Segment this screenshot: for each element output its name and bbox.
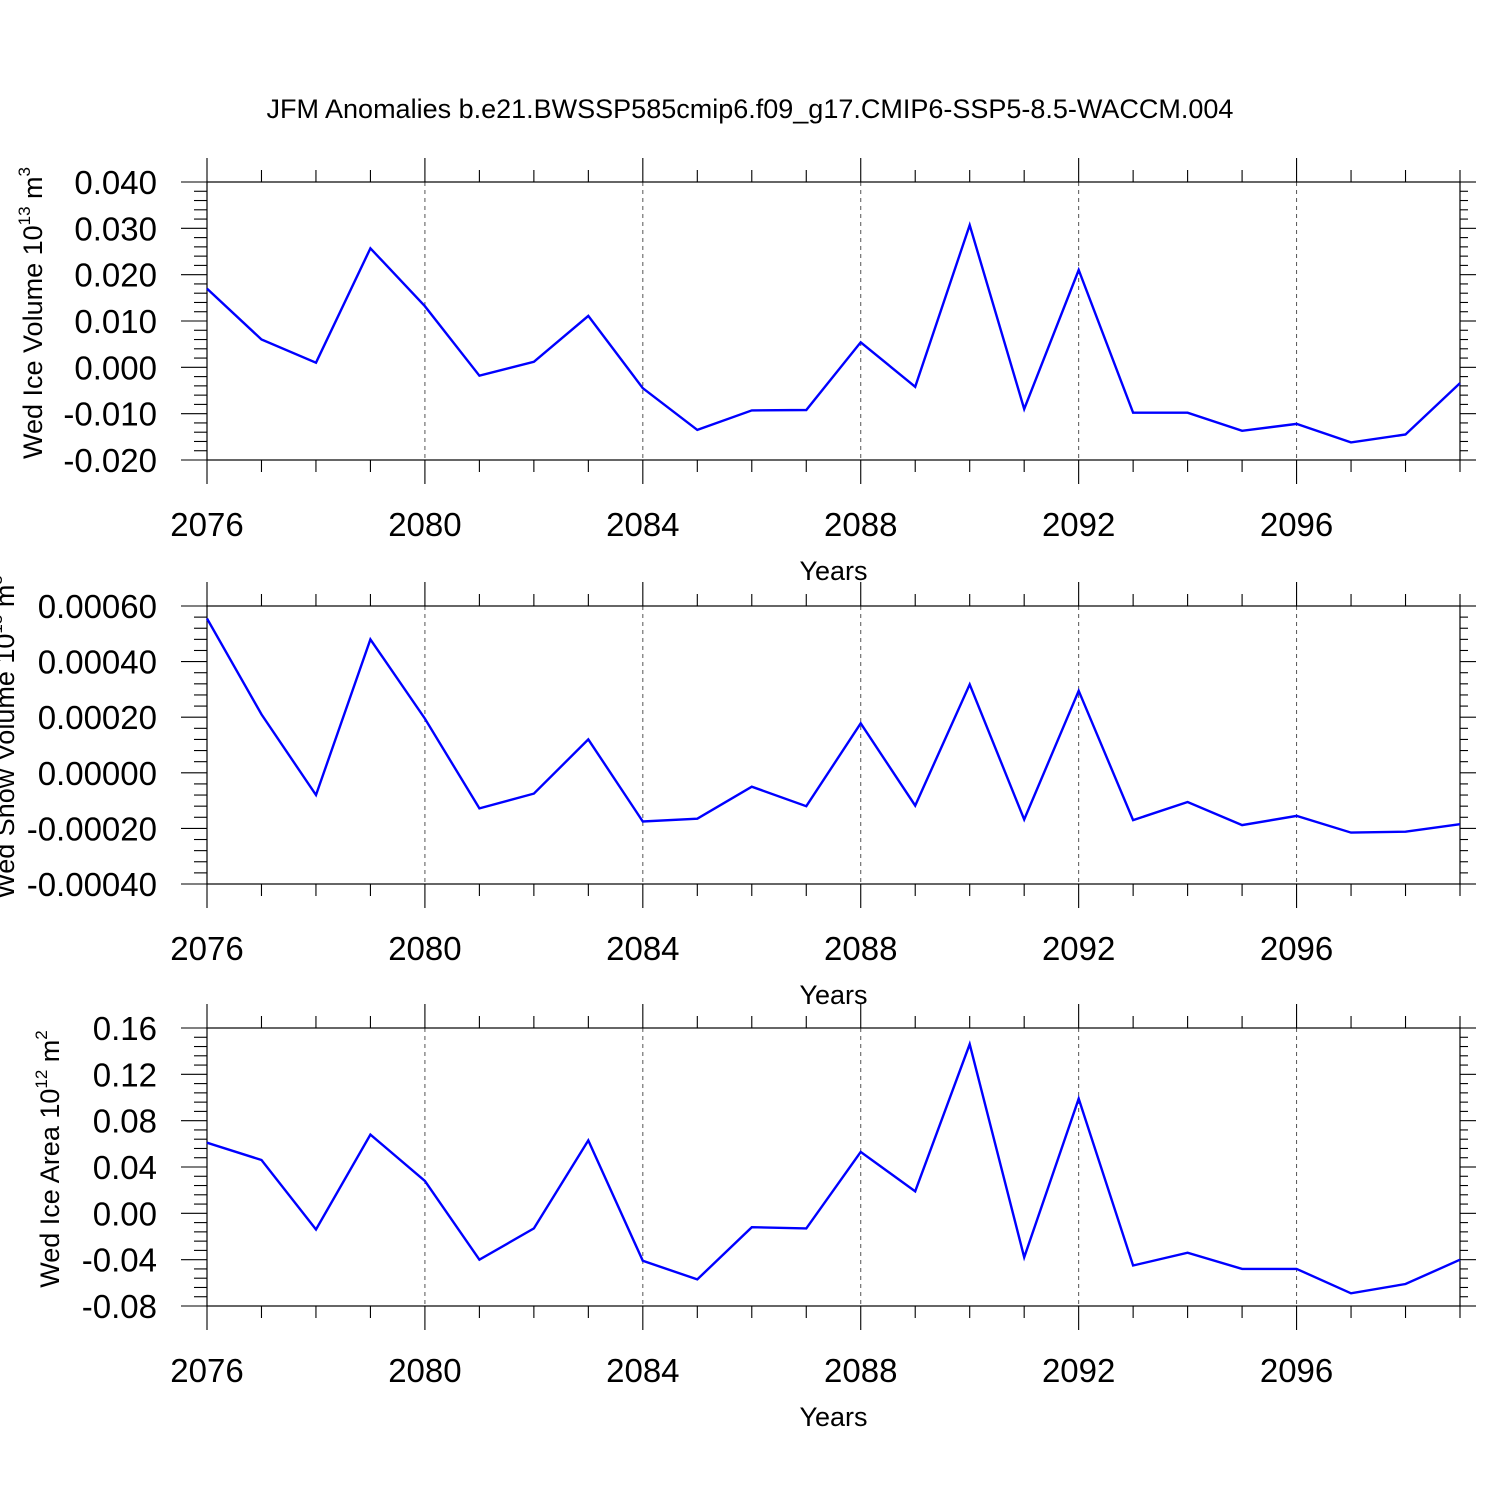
x-tick-label: 2092 [1042, 1352, 1115, 1389]
y-tick-label: 0.00 [93, 1195, 157, 1232]
series-line-1 [206, 1040, 1461, 1295]
y-tick-label: 0.04 [93, 1149, 157, 1186]
x-tick-label: 2080 [388, 930, 461, 967]
y-tick-label: -0.08 [82, 1288, 157, 1325]
y-tick-label: -0.00040 [27, 866, 157, 903]
plot-panel-1: 2076 2080 2084 2088 2092 2096 Years 0.040 0.030 0… [15, 158, 1476, 586]
y-tick-label: 0.00000 [38, 755, 157, 792]
x-tick-label: 2084 [606, 1352, 679, 1389]
x-tick-label: 2088 [824, 930, 897, 967]
y-axis-title-unit: m [35, 1040, 65, 1070]
y-tick-label: 0.00060 [38, 588, 157, 625]
x-axis-title: Years [799, 1402, 867, 1432]
y-tick-label: 0.000 [74, 349, 157, 386]
y-axis-title-exponent: 13 [0, 615, 6, 634]
y-axis-title-unit-exponent: 3 [15, 167, 34, 176]
y-tick-label: 0.040 [74, 164, 157, 201]
x-axis-title: Years [799, 980, 867, 1010]
y-tick-label: -0.020 [63, 442, 157, 479]
x-tick-label: 2080 [388, 506, 461, 543]
plot-panel-2: 2076 2080 2084 2088 2092 2096 Years 0.00060 0.00… [0, 575, 1476, 1010]
y-tick-label: 0.030 [74, 210, 157, 247]
y-tick-label: -0.00020 [27, 810, 157, 847]
y-tick-label: -0.04 [82, 1242, 157, 1279]
x-tick-label: 2092 [1042, 930, 1115, 967]
x-tick-label: 2084 [606, 506, 679, 543]
y-tick-label: 0.12 [93, 1056, 157, 1093]
x-tick-label: 2080 [388, 1352, 461, 1389]
x-axis-title: Years [799, 556, 867, 586]
y-tick-label: 0.020 [74, 257, 157, 294]
y-axis-title-unit-exponent: 3 [0, 575, 6, 584]
x-tick-label: 2096 [1260, 930, 1333, 967]
plot-frame [206, 181, 1461, 461]
x-tick-label: 2076 [170, 1352, 243, 1389]
plot-frame [206, 1027, 1461, 1307]
y-tick-label: 0.00020 [38, 699, 157, 736]
y-axis-title-exponent: 12 [32, 1070, 51, 1089]
x-tick-label: 2088 [824, 506, 897, 543]
y-axis-title-unit: m [18, 176, 48, 206]
plot-frame [206, 605, 1461, 885]
plot-panel-3: 2076 2080 2084 2088 2092 2096 Years 0.16 0.12 0.0… [32, 1004, 1476, 1432]
y-axis-title: Wed Ice Volume 1013 m3 [15, 167, 48, 459]
y-tick-label: 0.16 [93, 1010, 157, 1047]
y-axis-title: Wed Ice Area 1012 m2 [32, 1030, 65, 1288]
series-line-1 [206, 221, 1461, 444]
y-tick-label: 0.08 [93, 1103, 157, 1140]
series-line-1 [205, 617, 1461, 834]
x-tick-label: 2076 [170, 506, 243, 543]
y-tick-label: 0.00040 [38, 644, 157, 681]
y-axis-title-unit-exponent: 2 [32, 1030, 51, 1039]
x-tick-label: 2096 [1260, 1352, 1333, 1389]
y-axis-title-exponent: 13 [15, 206, 34, 225]
y-axis-title-text: Wed Ice Volume 10 [18, 225, 48, 459]
y-tick-label: 0.010 [74, 303, 157, 340]
y-axis-title: Wed Snow Volume 1013 m3 [0, 575, 20, 899]
x-tick-label: 2092 [1042, 506, 1115, 543]
y-axis-title-unit: m [0, 585, 20, 615]
y-axis-title-text: Wed Ice Area 10 [35, 1089, 65, 1288]
y-tick-label: -0.010 [63, 396, 157, 433]
x-tick-label: 2088 [824, 1352, 897, 1389]
chart-title: JFM Anomalies b.e21.BWSSP585cmip6.f09_g1… [267, 94, 1234, 124]
x-tick-label: 2076 [170, 930, 243, 967]
x-tick-label: 2084 [606, 930, 679, 967]
y-axis-title-text: Wed Snow Volume 10 [0, 634, 20, 899]
x-tick-label: 2096 [1260, 506, 1333, 543]
